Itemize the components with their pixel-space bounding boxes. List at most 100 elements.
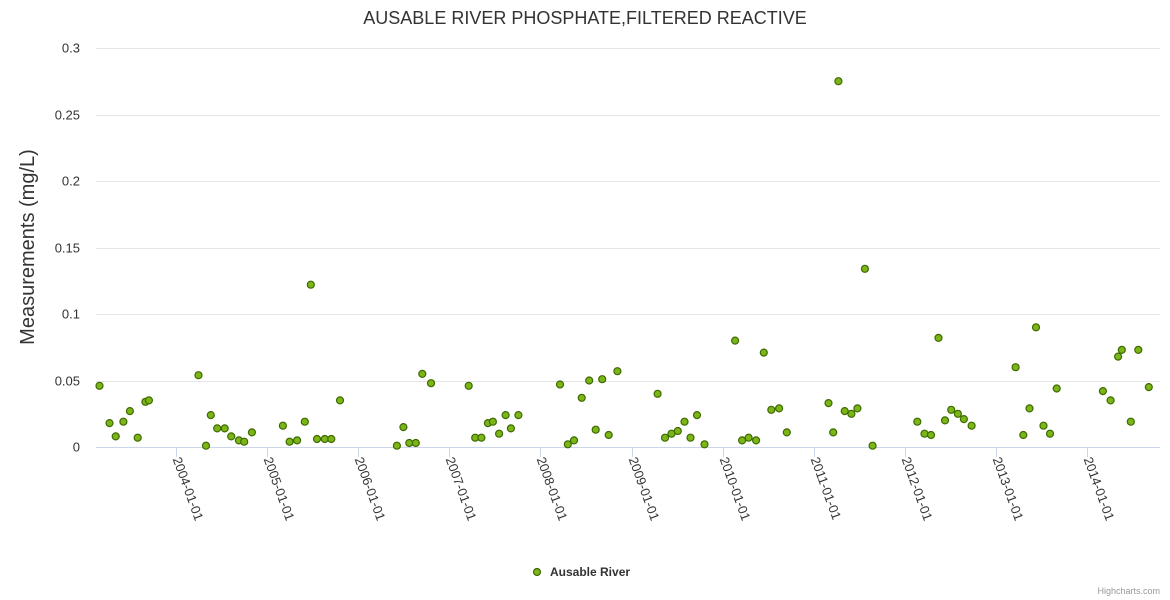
data-point[interactable]	[563, 440, 572, 449]
data-point[interactable]	[293, 436, 302, 445]
data-point[interactable]	[598, 375, 607, 384]
data-point[interactable]	[488, 417, 497, 426]
data-point[interactable]	[125, 407, 134, 416]
data-point[interactable]	[730, 336, 740, 345]
data-point[interactable]	[1106, 396, 1115, 405]
data-point[interactable]	[464, 381, 473, 390]
y-axis-label: Measurements (mg/L)	[17, 149, 39, 345]
data-point[interactable]	[569, 436, 579, 445]
data-point[interactable]	[686, 433, 695, 442]
data-point[interactable]	[660, 433, 670, 442]
data-point[interactable]	[247, 428, 256, 437]
data-point[interactable]	[967, 421, 976, 430]
data-point[interactable]	[782, 428, 791, 437]
data-point[interactable]	[399, 423, 408, 432]
data-point[interactable]	[1011, 363, 1020, 372]
data-point[interactable]	[840, 407, 849, 416]
data-point[interactable]	[477, 433, 486, 442]
data-point[interactable]	[495, 429, 504, 438]
data-point[interactable]	[206, 411, 215, 420]
data-point[interactable]	[312, 434, 322, 444]
data-point[interactable]	[759, 348, 768, 357]
data-point[interactable]	[1144, 383, 1153, 392]
data-point[interactable]	[1117, 345, 1126, 354]
data-point[interactable]	[1031, 323, 1041, 332]
data-point[interactable]	[95, 381, 104, 390]
data-point[interactable]	[834, 77, 843, 86]
data-point[interactable]	[700, 440, 709, 449]
data-point[interactable]	[751, 436, 761, 445]
data-point[interactable]	[105, 419, 114, 428]
data-point[interactable]	[868, 441, 877, 450]
data-point[interactable]	[604, 430, 613, 440]
y-tick-label: 0.05	[55, 374, 80, 389]
data-point[interactable]	[847, 409, 856, 418]
data-point[interactable]	[1126, 417, 1135, 426]
data-point[interactable]	[1113, 352, 1123, 361]
data-point[interactable]	[227, 432, 236, 441]
data-point[interactable]	[829, 428, 838, 437]
data-point[interactable]	[335, 396, 345, 405]
data-point[interactable]	[591, 425, 600, 434]
data-point[interactable]	[144, 396, 153, 405]
data-point[interactable]	[213, 424, 222, 433]
data-point[interactable]	[278, 421, 287, 430]
data-point[interactable]	[860, 264, 870, 273]
data-point[interactable]	[947, 405, 956, 414]
data-point[interactable]	[1045, 429, 1055, 438]
data-point[interactable]	[653, 389, 662, 398]
data-point[interactable]	[680, 417, 689, 426]
data-point[interactable]	[1052, 384, 1061, 393]
data-point[interactable]	[220, 424, 229, 433]
data-point[interactable]	[327, 434, 336, 444]
legend-label: Ausable River	[550, 565, 630, 579]
data-point[interactable]	[201, 441, 211, 450]
data-point[interactable]	[577, 393, 586, 402]
data-point[interactable]	[774, 404, 784, 413]
data-point[interactable]	[555, 380, 565, 389]
data-point[interactable]	[926, 430, 936, 440]
legend-marker	[532, 567, 542, 577]
data-point[interactable]	[959, 415, 969, 424]
data-point[interactable]	[1039, 421, 1048, 430]
data-point[interactable]	[934, 333, 943, 342]
data-point[interactable]	[133, 433, 142, 442]
data-point[interactable]	[940, 416, 950, 425]
data-point[interactable]	[240, 437, 249, 446]
data-point[interactable]	[585, 376, 594, 385]
data-point[interactable]	[506, 424, 515, 433]
data-point[interactable]	[692, 411, 702, 420]
data-point[interactable]	[920, 429, 929, 438]
x-tick-label: 2011-01-01	[808, 455, 845, 522]
credits-link[interactable]: Highcharts.com	[1097, 586, 1160, 596]
data-point[interactable]	[418, 369, 427, 378]
data-point[interactable]	[426, 379, 436, 388]
data-point[interactable]	[824, 399, 833, 408]
legend[interactable]: Ausable River	[532, 565, 631, 579]
data-point[interactable]	[853, 404, 862, 413]
data-point[interactable]	[1025, 404, 1034, 413]
data-point[interactable]	[913, 417, 922, 426]
data-point[interactable]	[953, 409, 963, 418]
data-point[interactable]	[194, 371, 203, 380]
data-point[interactable]	[392, 441, 401, 450]
x-axis-ticks: 2004-01-01 2005-01-01 2006-01-01 2007-01-01…	[170, 447, 1118, 523]
y-tick-label: 0.3	[62, 41, 80, 56]
data-point[interactable]	[411, 438, 420, 448]
data-point[interactable]	[514, 411, 523, 420]
data-point[interactable]	[306, 280, 315, 289]
data-point[interactable]	[767, 405, 776, 414]
data-point[interactable]	[1019, 430, 1028, 440]
x-tick-label: 2010-01-01	[717, 455, 754, 523]
data-point[interactable]	[300, 417, 309, 426]
x-tick-label: 2004-01-01	[170, 455, 207, 523]
data-point[interactable]	[285, 437, 294, 446]
data-point[interactable]	[111, 432, 120, 441]
data-point[interactable]	[1134, 345, 1143, 354]
data-point[interactable]	[1098, 387, 1108, 396]
data-point[interactable]	[744, 433, 753, 442]
data-point[interactable]	[673, 426, 682, 436]
data-point[interactable]	[119, 417, 128, 426]
data-point[interactable]	[613, 367, 622, 376]
data-point[interactable]	[501, 411, 510, 420]
